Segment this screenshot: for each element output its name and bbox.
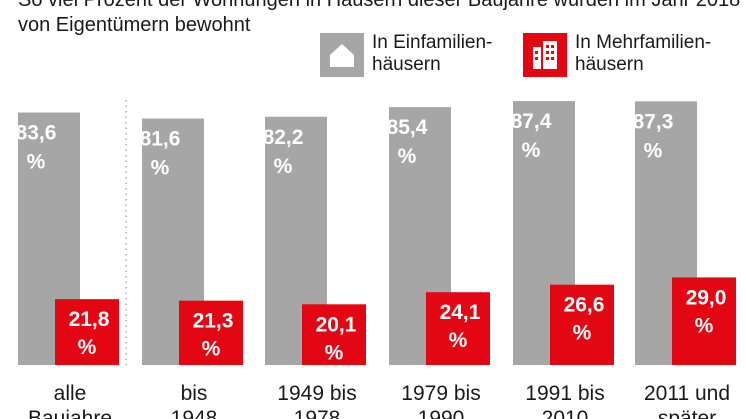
data-label-unit: % <box>573 322 592 345</box>
category-label-line2: später <box>658 407 716 419</box>
legend-item-mehrfamilien: In Mehrfamilien- häusern <box>523 32 712 77</box>
category-label-line2: 1978 <box>294 407 341 419</box>
apartment-building-icon <box>523 33 567 77</box>
data-label-mehrfamilien: 24,1 <box>440 301 481 324</box>
data-label-einfamilien: 83,6 <box>16 122 57 145</box>
data-label-unit: % <box>695 314 714 337</box>
bar-mehrfamilien <box>179 300 243 365</box>
data-label-einfamilien: 85,4 <box>387 116 428 139</box>
data-label-mehrfamilien: 21,8 <box>69 308 110 331</box>
category-label: bis <box>181 382 208 405</box>
data-label-mehrfamilien: 29,0 <box>686 286 727 309</box>
data-label-mehrfamilien: 21,3 <box>193 310 234 333</box>
data-label-einfamilien: 81,6 <box>140 128 181 151</box>
data-label-einfamilien: 82,2 <box>263 126 304 149</box>
category-label-line2: 2010 <box>542 407 589 419</box>
category-label-line2: Baujahre <box>28 407 112 419</box>
bar-mehrfamilien <box>550 284 614 365</box>
category-label: 1949 bis <box>277 382 356 405</box>
data-label-mehrfamilien: 20,1 <box>316 313 357 336</box>
legend-item-einfamilien: In Einfamilien- häusern <box>320 32 493 77</box>
bar-mehrfamilien <box>426 292 490 365</box>
subtitle-line-2: von Eigentümern bewohnt <box>18 14 251 36</box>
house-icon <box>320 33 364 77</box>
legend-label-mehrfamilien: In Mehrfamilien- häusern <box>575 32 712 75</box>
data-label-einfamilien: 87,3 <box>633 110 674 133</box>
data-label-unit: % <box>27 151 46 174</box>
category-label: 2011 und <box>644 382 730 405</box>
data-label-unit: % <box>325 341 344 364</box>
data-label-unit: % <box>398 145 417 168</box>
data-label-mehrfamilien: 26,6 <box>564 294 605 317</box>
data-label-unit: % <box>449 329 468 352</box>
category-label: 1991 bis <box>525 382 604 405</box>
category-label-line2: 1990 <box>418 407 465 419</box>
category-label: alle <box>54 382 87 405</box>
bar-mehrfamilien <box>55 299 119 365</box>
bar-mehrfamilien <box>302 304 366 365</box>
bar-mehrfamilien <box>672 277 736 365</box>
category-label-line2: 1948 <box>171 407 218 419</box>
data-label-unit: % <box>522 139 541 162</box>
data-label-einfamilien: 87,4 <box>511 110 552 133</box>
subtitle-line-1: So viel Prozent der Wohnungen in Häusern… <box>18 0 741 11</box>
data-label-unit: % <box>151 157 170 180</box>
category-label: 1979 bis <box>401 382 480 405</box>
data-label-unit: % <box>644 139 663 162</box>
data-label-unit: % <box>78 336 97 359</box>
data-label-unit: % <box>202 338 221 361</box>
data-label-unit: % <box>274 155 293 178</box>
legend-label-einfamilien: In Einfamilien- häusern <box>372 32 493 75</box>
